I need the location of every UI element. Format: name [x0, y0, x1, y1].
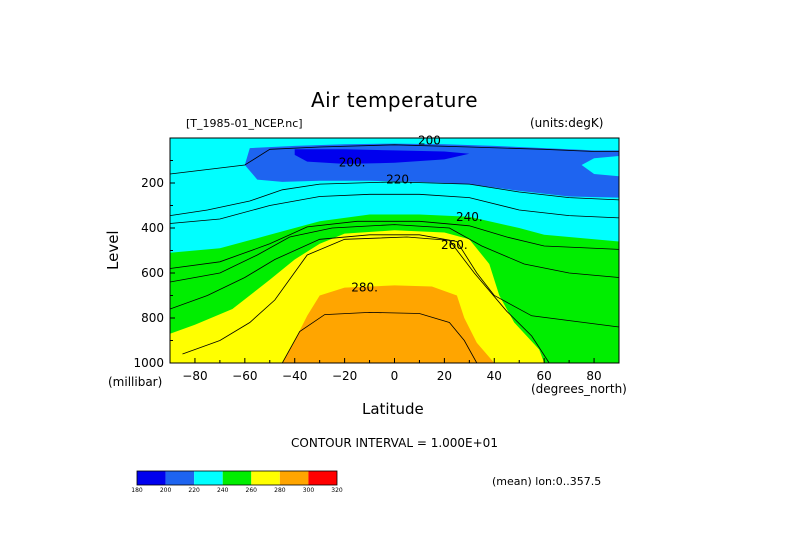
y-tick-label: 600	[141, 266, 164, 280]
colorbar-label: 180	[131, 487, 143, 494]
y-axis-ticks: 200 400 600 800 1000	[133, 160, 175, 370]
x-tick-label: −40	[282, 369, 307, 383]
colorbar-swatch-200	[165, 471, 195, 485]
y-tick-label: 1000	[133, 356, 164, 370]
footer-mean-text: (mean) lon:0..357.5	[492, 475, 602, 488]
contour-band-290	[282, 285, 495, 363]
colorbar-swatch-260	[251, 471, 280, 485]
x-tick-label: 40	[487, 369, 502, 383]
x-axis-label: Latitude	[362, 400, 424, 418]
colorbar-label: 240	[217, 487, 229, 494]
y-tick-label: 800	[141, 311, 164, 325]
colorbar: 180 200 220 240 260 280 300 320	[131, 470, 343, 494]
colorbar-label: 300	[303, 487, 315, 494]
contour-line	[281, 311, 478, 363]
colorbar-label: 320	[331, 487, 343, 494]
colorbar-label: 220	[188, 487, 200, 494]
x-tick-label: −20	[332, 369, 357, 383]
x-tick-label: 60	[537, 369, 552, 383]
x-axis-ticks: −80 −60 −40 −20 0 20 40 60 80	[169, 358, 620, 383]
y-tick-label: 400	[141, 221, 164, 235]
contour-line	[170, 220, 619, 269]
y-axis-units: (millibar)	[108, 375, 163, 389]
contour-line	[170, 234, 619, 328]
contour-label: 240.	[456, 210, 483, 224]
contour-line	[170, 181, 619, 216]
contour-interval-text: CONTOUR INTERVAL = 1.000E+01	[291, 436, 498, 450]
contour-labels: 200 200. 220. 240. 260. 280.	[339, 133, 483, 294]
contour-line	[170, 193, 619, 224]
contour-label: 220.	[386, 173, 413, 187]
x-tick-label: −80	[182, 369, 207, 383]
contour-line	[170, 224, 619, 283]
x-axis-units: (degrees_north)	[531, 382, 627, 396]
x-tick-label: 80	[586, 369, 601, 383]
contour-line	[170, 144, 619, 175]
colorbar-swatch-240	[222, 471, 252, 485]
contour-lines	[170, 144, 619, 363]
x-tick-label: 0	[391, 369, 399, 383]
contour-label: 260.	[441, 238, 468, 252]
x-tick-label: −60	[232, 369, 257, 383]
contour-label: 280.	[351, 281, 378, 295]
units-label: (units:degK)	[530, 116, 604, 130]
contour-line	[182, 236, 550, 363]
colorbar-swatch-220	[194, 471, 223, 485]
colorbar-frame	[136, 470, 338, 486]
chart-title: Air temperature	[310, 88, 479, 112]
file-label: [T_1985-01_NCEP.nc]	[186, 117, 303, 130]
filled-contour-bands	[170, 138, 619, 363]
x-tick-label: 20	[437, 369, 452, 383]
colorbar-label: 280	[274, 487, 286, 494]
colorbar-swatch-300	[308, 471, 337, 485]
contour-band-190	[294, 149, 470, 164]
colorbar-swatch-180	[137, 471, 166, 485]
contour-label: 200	[418, 133, 441, 147]
colorbar-label: 200	[160, 487, 172, 494]
colorbar-swatch-280	[279, 471, 309, 485]
colorbar-label: 260	[246, 487, 258, 494]
contour-label: 200.	[339, 155, 366, 169]
y-tick-label: 200	[141, 176, 164, 190]
